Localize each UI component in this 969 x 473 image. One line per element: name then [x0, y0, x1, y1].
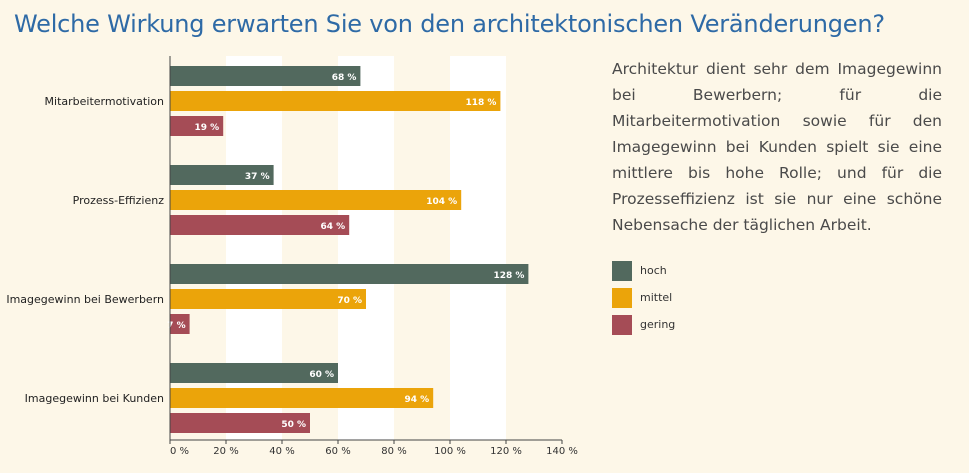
- bar-hoch-0: [170, 66, 361, 86]
- bar-value-label: 118 %: [465, 98, 496, 108]
- bar-gering-0: [170, 116, 224, 136]
- x-tick-label: 120 %: [490, 446, 522, 457]
- bar-mittel-0: [170, 91, 501, 111]
- bar-value-label: 19 %: [195, 123, 220, 133]
- bar-value-label: 64 %: [321, 222, 346, 232]
- bar-mittel-3: [170, 388, 434, 408]
- category-label: Prozess-Effizienz: [73, 194, 165, 207]
- chart-description: Architektur dient sehr dem Imagegewinn b…: [612, 60, 942, 234]
- bar-value-label: 128 %: [493, 271, 524, 281]
- legend-swatch-mittel: [612, 288, 632, 308]
- legend-label-hoch: hoch: [640, 264, 667, 277]
- bar-value-label: 7 %: [167, 321, 185, 331]
- bar-hoch-2: [170, 264, 529, 284]
- category-label: Mitarbeitermotivation: [45, 95, 165, 108]
- x-tick-label: 20 %: [213, 446, 238, 457]
- legend-swatch-gering: [612, 315, 632, 335]
- grid-band: [450, 56, 506, 440]
- x-tick-label: 80 %: [381, 446, 406, 457]
- x-tick-label: 0 %: [170, 446, 189, 457]
- category-label: Imagegewinn bei Kunden: [25, 392, 164, 405]
- category-label: Imagegewinn bei Bewerbern: [6, 293, 164, 306]
- chart-title: Welche Wirkung erwarten Sie von den arch…: [14, 10, 885, 38]
- x-tick-label: 40 %: [269, 446, 294, 457]
- bar-gering-2: [170, 314, 190, 334]
- bar-value-label: 50 %: [281, 420, 306, 430]
- grid-band: [338, 56, 394, 440]
- bar-value-label: 104 %: [426, 197, 457, 207]
- bar-value-label: 37 %: [245, 172, 270, 182]
- bar-gering-3: [170, 413, 310, 433]
- x-tick-label: 140 %: [546, 446, 578, 457]
- bar-hoch-1: [170, 165, 274, 185]
- bar-mittel-1: [170, 190, 462, 210]
- legend-label-gering: gering: [640, 318, 676, 331]
- legend-swatch-hoch: [612, 261, 632, 281]
- bar-value-label: 70 %: [337, 296, 362, 306]
- bar-value-label: 60 %: [309, 370, 334, 380]
- bar-hoch-3: [170, 363, 338, 383]
- bar-chart: 68 % 118 % 19 % Mitarbeitermotivation 37 % 10…: [6, 56, 578, 457]
- bar-mittel-2: [170, 289, 366, 309]
- bar-gering-1: [170, 215, 350, 235]
- x-tick-label: 60 %: [325, 446, 350, 457]
- legend-label-mittel: mittel: [640, 291, 673, 304]
- bar-value-label: 68 %: [332, 73, 357, 83]
- bar-value-label: 94 %: [405, 395, 430, 405]
- x-tick-label: 100 %: [434, 446, 466, 457]
